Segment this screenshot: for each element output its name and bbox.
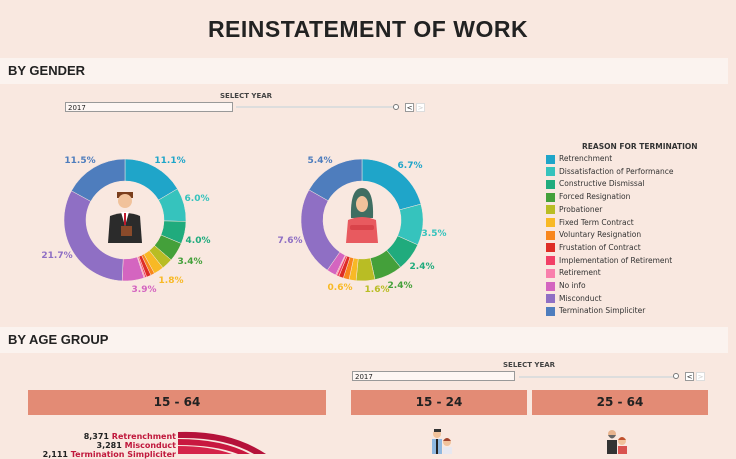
legend-label: Termination Simpliciter xyxy=(559,306,646,316)
male-donut-label: 6.0% xyxy=(185,194,210,204)
legend-label: Voluntary Resignation xyxy=(559,230,642,240)
businesswoman-hijab-icon xyxy=(346,188,378,243)
legend-label: Probationer xyxy=(559,204,603,214)
female-donut-label: 7.6% xyxy=(278,236,303,246)
legend-item[interactable]: Frustation of Contract xyxy=(546,242,641,253)
legend-item[interactable]: Probationer xyxy=(546,204,602,215)
legend-swatch xyxy=(546,306,555,316)
legend-label: Fixed Term Contract xyxy=(559,217,634,227)
female-donut-label: 1.6% xyxy=(365,285,390,295)
legend-label: Retirement xyxy=(559,268,601,278)
legend-swatch xyxy=(546,230,555,240)
male-donut-label: 4.0% xyxy=(186,236,211,246)
legend-item[interactable]: Termination Simpliciter xyxy=(546,305,645,316)
young-couple-icon xyxy=(432,429,452,454)
male-donut-label: 21.7% xyxy=(41,251,72,261)
radial-bar-termination xyxy=(178,446,232,454)
age-next-year-button[interactable]: > xyxy=(696,372,705,381)
age-year-input[interactable]: 2017 xyxy=(352,371,515,381)
radial-bar-retrenchment xyxy=(178,431,266,454)
age-group-header-15-64: 15 - 64 xyxy=(28,390,326,415)
legend-label: Constructive Dismissal xyxy=(559,179,645,189)
legend-item[interactable]: Dissatisfaction of Performance xyxy=(546,166,673,177)
legend-item[interactable]: Voluntary Resignation xyxy=(546,229,641,240)
legend-swatch xyxy=(546,268,555,278)
age-prev-year-button[interactable]: < xyxy=(685,372,694,381)
select-year-label: SELECT YEAR xyxy=(220,92,273,100)
radial-bar-misconduct xyxy=(178,439,250,454)
legend-label: Retrenchment xyxy=(559,154,613,163)
legend-item[interactable]: Misconduct xyxy=(546,293,602,304)
gender-donut-charts: 11.1% 6.0% 4.0% 3.4% 1.8%3.9% 21.7% 11.5% 6.7%… xyxy=(41,156,447,295)
year-slider-handle[interactable] xyxy=(393,104,399,110)
legend-swatch xyxy=(546,154,555,164)
female-donut-segment[interactable] xyxy=(308,158,363,202)
legend-item[interactable]: Constructive Dismissal xyxy=(546,178,645,189)
legend-label: Misconduct xyxy=(559,293,602,303)
legend-item[interactable]: Implementation of Retirement xyxy=(546,255,672,266)
female-donut-label: 2.4% xyxy=(388,281,413,291)
businessman-icon xyxy=(108,192,142,243)
age-group-header-25-64: 25 - 64 xyxy=(532,390,708,415)
age-year-slider-handle[interactable] xyxy=(673,373,679,379)
legend-label: No info xyxy=(559,281,586,290)
female-donut-label: 5.4% xyxy=(308,156,333,166)
legend-label: Dissatisfaction of Performance xyxy=(559,166,674,176)
section-header-by-age-group: BY AGE GROUP xyxy=(0,327,728,353)
male-donut-label: 1.8% xyxy=(159,276,184,286)
male-donut-label: 3.9% xyxy=(132,285,157,295)
legend-swatch xyxy=(546,179,555,189)
legend-swatch xyxy=(546,167,555,177)
male-donut-label: 11.5% xyxy=(64,156,95,166)
legend-swatch xyxy=(546,243,555,253)
legend-swatch xyxy=(546,205,555,215)
female-donut-label: 6.7% xyxy=(398,161,423,171)
legend-swatch xyxy=(546,192,555,202)
legend-item[interactable]: Retrenchment xyxy=(546,153,612,164)
prev-year-button[interactable]: < xyxy=(405,103,414,112)
female-donut-segment[interactable] xyxy=(300,189,341,271)
radial-label-retrenchment: 8,371 Retrenchment xyxy=(83,432,176,441)
female-donut-label: 2.4% xyxy=(410,262,435,272)
radial-label-termination: 2,111 Termination Simpliciter xyxy=(42,450,176,459)
legend-item[interactable]: Forced Resignation xyxy=(546,191,630,202)
older-couple-icon xyxy=(607,430,627,454)
female-donut-label: 3.5% xyxy=(422,229,447,239)
legend-swatch xyxy=(546,256,555,266)
legend-label: Forced Resignation xyxy=(559,192,631,202)
radial-bar-chart xyxy=(178,431,266,454)
year-input[interactable]: 2017 xyxy=(65,102,233,112)
legend-swatch xyxy=(546,281,555,291)
legend-item[interactable]: Retirement xyxy=(546,267,601,278)
legend-label: Implementation of Retirement xyxy=(559,255,673,265)
female-donut-label: 0.6% xyxy=(328,283,353,293)
legend-title: REASON FOR TERMINATION xyxy=(582,142,698,151)
male-donut-segment[interactable] xyxy=(71,158,126,202)
page-title: REINSTATEMENT OF WORK xyxy=(207,16,529,42)
male-donut-label: 11.1% xyxy=(154,156,185,166)
male-donut-label: 3.4% xyxy=(178,257,203,267)
legend-item[interactable]: No info xyxy=(546,280,586,291)
legend-swatch xyxy=(546,218,555,227)
age-year-slider-track[interactable] xyxy=(519,376,674,378)
next-year-button[interactable]: > xyxy=(416,103,425,112)
legend-label: Frustation of Contract xyxy=(559,242,641,252)
radial-label-misconduct: 3,281 Misconduct xyxy=(96,441,177,450)
age-group-header-15-24: 15 - 24 xyxy=(351,390,527,415)
legend-swatch xyxy=(546,294,555,304)
section-header-by-gender: BY GENDER xyxy=(0,58,728,84)
legend-item[interactable]: Fixed Term Contract xyxy=(546,217,634,228)
year-slider-track[interactable] xyxy=(236,106,394,108)
age-select-year-label: SELECT YEAR xyxy=(503,361,556,369)
